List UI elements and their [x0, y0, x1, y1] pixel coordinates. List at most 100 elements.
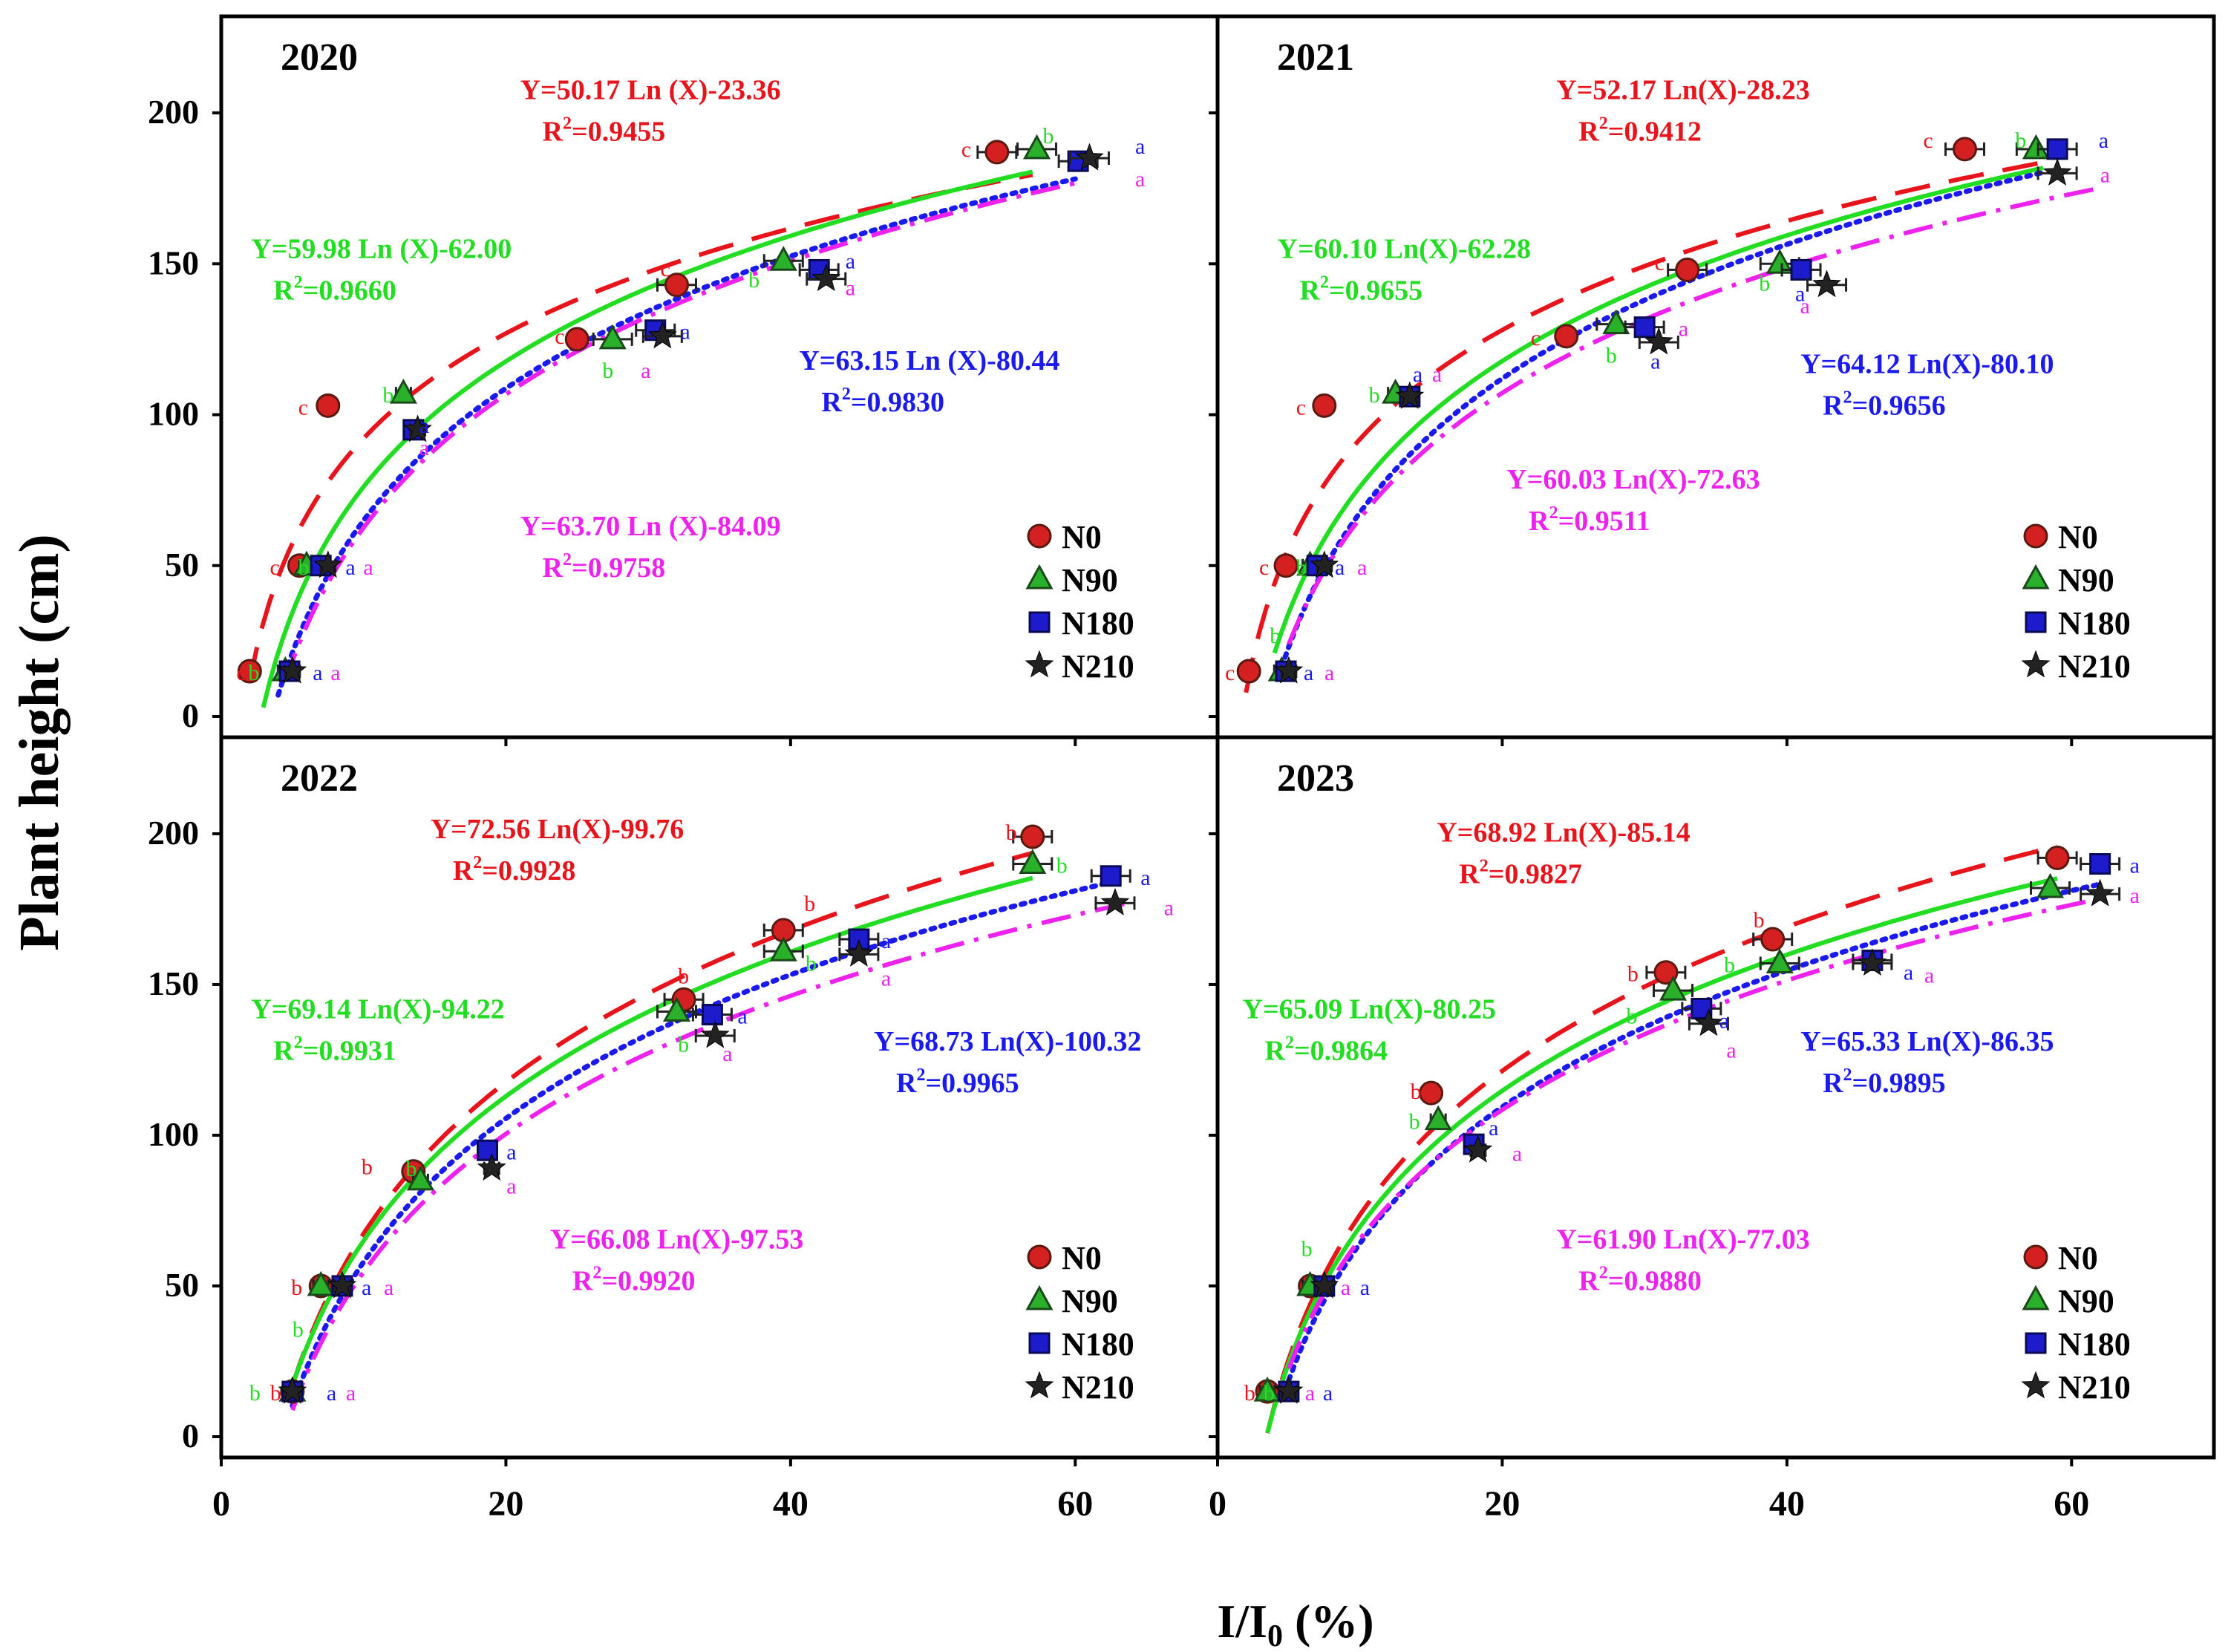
- data-point-N210: [811, 264, 841, 292]
- legend-marker-N180: [2025, 1332, 2047, 1354]
- panel-title: 2022: [281, 757, 358, 800]
- significance-letter: b: [1043, 124, 1054, 148]
- significance-letter: a: [1164, 895, 1174, 920]
- significance-letter: b: [2015, 128, 2026, 153]
- data-point-N90: [662, 996, 691, 1022]
- significance-letter: b: [1409, 1110, 1420, 1134]
- data-point-N0: [1675, 257, 1700, 282]
- significance-letter: b: [806, 951, 817, 976]
- significance-letter: a: [1800, 294, 1810, 319]
- data-point-N90: [307, 1270, 335, 1296]
- significance-letter: b: [678, 1032, 689, 1057]
- significance-letter: b: [293, 1318, 304, 1342]
- legend-marker-N90: [1025, 564, 1054, 590]
- data-point-N180: [2046, 138, 2068, 160]
- significance-letter: a: [2099, 128, 2108, 153]
- significance-letter: a: [313, 661, 322, 685]
- fit-curve-N180: [275, 176, 1078, 698]
- panel-title: 2021: [1277, 36, 1354, 79]
- data-point-N210: [1644, 327, 1673, 355]
- legend-label-N90: N90: [2058, 562, 2114, 598]
- data-point-N210: [1274, 1376, 1304, 1404]
- equation-N180: Y=63.15 Ln (X)-80.44: [799, 345, 1059, 376]
- data-point-N90: [1659, 975, 1688, 1001]
- significance-letter: a: [1795, 281, 1805, 306]
- legend-marker-N180: [1028, 1332, 1051, 1354]
- legend-label-N90: N90: [1062, 1283, 1118, 1319]
- data-point-N210: [1858, 948, 1887, 976]
- legend-label-N210: N210: [2058, 648, 2131, 685]
- r-squared-N210: R2=0.9920: [572, 1264, 696, 1297]
- data-point-N0: [664, 272, 689, 298]
- significance-letter: c: [660, 257, 670, 281]
- legend-label-N180: N180: [2058, 605, 2131, 641]
- significance-letter: a: [1650, 350, 1660, 374]
- significance-letter: c: [298, 395, 308, 419]
- legend-label-N0: N0: [2058, 519, 2098, 555]
- significance-letter: a: [1324, 661, 1334, 685]
- data-point-N210: [1100, 887, 1130, 915]
- data-point-N0: [1020, 824, 1045, 849]
- significance-letter: c: [1655, 250, 1665, 275]
- legend-label-N210: N210: [1062, 648, 1134, 685]
- significance-letter: b: [298, 555, 309, 580]
- significance-letter: a: [419, 436, 429, 460]
- significance-letter: c: [270, 555, 279, 580]
- data-point-N210: [1812, 270, 1841, 298]
- significance-letter: a: [881, 929, 891, 953]
- y-tick-label: 150: [148, 244, 199, 281]
- data-point-N90: [1602, 309, 1630, 335]
- fit-curve-N90: [1265, 876, 2058, 1434]
- r-squared-N210: R2=0.9511: [1529, 503, 1650, 537]
- panel-title: 2023: [1277, 757, 1354, 800]
- equation-N0: Y=72.56 Ln(X)-99.76: [431, 814, 684, 845]
- data-point-N0: [1273, 553, 1299, 578]
- data-point-N210: [313, 550, 343, 578]
- legend-label-N180: N180: [1062, 605, 1134, 641]
- equation-N210: Y=66.08 Ln(X)-97.53: [550, 1224, 803, 1256]
- equation-N90: Y=69.14 Ln(X)-94.22: [251, 993, 504, 1025]
- data-point-N210: [700, 1020, 730, 1048]
- significance-letter: a: [846, 249, 855, 273]
- significance-letter: a: [737, 1005, 747, 1029]
- significance-letter: b: [362, 1155, 373, 1180]
- equation-N210: Y=60.03 Ln(X)-72.63: [1506, 464, 1760, 495]
- data-point-N210: [278, 656, 307, 684]
- significance-letter: c: [236, 661, 246, 685]
- r-squared-N0: R2=0.9455: [543, 114, 666, 148]
- significance-letter: b: [804, 892, 815, 916]
- significance-letter: c: [555, 324, 564, 349]
- equation-N0: Y=68.92 Ln(X)-85.14: [1437, 817, 1690, 849]
- significance-letter: c: [1924, 128, 1933, 153]
- legend-label-N0: N0: [1062, 519, 1102, 555]
- significance-letter: c: [1259, 555, 1269, 580]
- significance-letter: a: [641, 359, 650, 383]
- significance-letter: b: [405, 1157, 417, 1181]
- data-point-N210: [1463, 1134, 1493, 1163]
- significance-letter: b: [1244, 1381, 1255, 1405]
- r-squared-N90: R2=0.9655: [1300, 272, 1423, 306]
- fit-curve-N0: [247, 172, 1033, 683]
- significance-letter: a: [345, 555, 355, 580]
- legend-label-N210: N210: [1062, 1369, 1134, 1405]
- data-point-N90: [1022, 134, 1051, 160]
- significance-letter: a: [362, 1276, 371, 1300]
- equation-N90: Y=59.98 Ln (X)-62.00: [251, 233, 512, 264]
- legend-label-N180: N180: [2058, 1326, 2131, 1362]
- fit-curve-N180: [290, 878, 1121, 1408]
- significance-letter: a: [2130, 854, 2140, 878]
- data-point-N90: [1253, 1376, 1281, 1402]
- legend: N0 N90 N180 N210: [2021, 1240, 2131, 1405]
- data-point-N180: [701, 1004, 723, 1026]
- x-axis-label-main: I/I: [1217, 1595, 1267, 1648]
- significance-letter: b: [1264, 1381, 1275, 1405]
- x-tick-label: 60: [2054, 1484, 2089, 1524]
- x-axis-label: I/I0 (%): [1217, 1595, 1373, 1652]
- significance-letter: a: [1305, 1381, 1315, 1405]
- significance-letter: a: [1323, 1381, 1333, 1405]
- significance-letter: b: [748, 268, 760, 293]
- data-point-N0: [1236, 659, 1261, 684]
- data-point-N210: [1274, 656, 1304, 684]
- data-point-N0: [1419, 1080, 1444, 1106]
